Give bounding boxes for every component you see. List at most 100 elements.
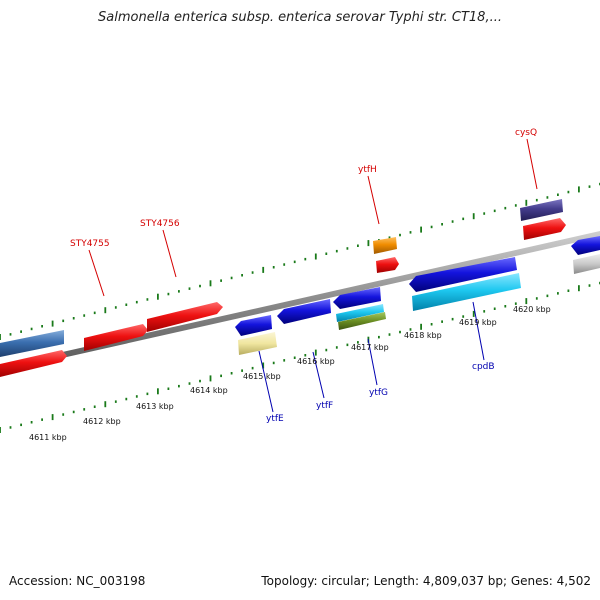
minor-tick — [388, 333, 391, 336]
gene-feature-ytff — [277, 299, 331, 324]
minor-tick — [504, 206, 507, 210]
kbp-label: 4616 kbp — [297, 357, 335, 366]
major-tick — [578, 285, 580, 292]
minor-tick — [462, 217, 465, 221]
topology-label: Topology: circular; Length: 4,809,037 bp… — [261, 574, 591, 588]
major-tick — [525, 298, 528, 305]
minor-tick — [588, 185, 591, 188]
major-tick — [314, 349, 317, 356]
major-tick — [472, 310, 475, 317]
minor-tick — [72, 317, 75, 320]
connector-ytff — [312, 351, 325, 399]
minor-tick — [146, 298, 149, 301]
upper-tick-track — [0, 182, 600, 340]
major-tick — [420, 323, 422, 330]
gene-feature-cysq — [523, 218, 566, 240]
minor-tick — [230, 372, 233, 375]
connector-ytfg — [367, 338, 378, 386]
minor-tick — [304, 354, 307, 357]
minor-tick — [293, 356, 296, 359]
major-tick — [420, 226, 422, 233]
connector-sty4756 — [162, 229, 177, 278]
connector-ytfh — [367, 175, 380, 225]
minor-tick — [41, 418, 43, 421]
minor-tick — [41, 325, 43, 328]
minor-tick — [283, 263, 286, 266]
minor-tick — [451, 317, 454, 321]
minor-tick — [357, 244, 359, 247]
major-tick — [0, 427, 1, 433]
gene-feature-cpdb — [409, 257, 517, 292]
minor-tick — [114, 306, 117, 309]
major-tick — [209, 375, 212, 382]
major-tick — [157, 293, 159, 300]
minor-tick — [325, 252, 328, 255]
gene-feature-sty4755 — [84, 324, 148, 351]
gene-label-sty4756[interactable]: STY4756 — [140, 219, 180, 229]
kbp-label: 4620 kbp — [513, 305, 551, 314]
major-tick — [314, 253, 317, 260]
gene-label-cysq[interactable]: cysQ — [515, 128, 537, 138]
minor-tick — [220, 374, 222, 378]
gene-label-ytfg[interactable]: ytfG — [369, 388, 388, 398]
major-tick — [209, 280, 212, 287]
gene-feature-sty4756 — [147, 302, 223, 332]
minor-tick — [125, 303, 128, 306]
connector-ytfe — [258, 350, 274, 413]
gene-feature-right-blue — [571, 236, 600, 255]
minor-tick — [546, 294, 549, 298]
minor-tick — [409, 328, 412, 331]
minor-tick — [93, 405, 96, 408]
minor-tick — [325, 348, 328, 352]
minor-tick — [9, 333, 12, 336]
minor-tick — [93, 311, 96, 315]
minor-tick — [83, 314, 86, 317]
major-tick — [262, 362, 265, 369]
minor-tick — [178, 384, 180, 388]
kbp-label: 4614 kbp — [190, 386, 228, 395]
minor-tick — [335, 346, 338, 349]
minor-tick — [335, 249, 338, 253]
minor-tick — [230, 276, 233, 280]
major-tick — [51, 414, 54, 421]
minor-tick — [30, 421, 33, 424]
minor-tick — [220, 279, 222, 282]
minor-tick — [504, 305, 507, 308]
minor-tick — [493, 209, 496, 213]
minor-tick — [441, 223, 443, 226]
gene-label-ytfe[interactable]: ytfE — [266, 414, 284, 424]
minor-tick — [241, 274, 243, 277]
minor-tick — [399, 330, 401, 334]
major-tick — [157, 388, 159, 395]
minor-tick — [514, 204, 517, 207]
kbp-label: 4612 kbp — [83, 417, 121, 426]
gene-feature-right-gray — [573, 254, 600, 274]
lower-tick-track — [0, 281, 600, 433]
minor-tick — [567, 289, 570, 292]
minor-tick — [567, 190, 570, 194]
gene-feature-cysq-cap — [520, 199, 563, 221]
minor-tick — [167, 292, 170, 296]
minor-tick — [535, 198, 538, 202]
minor-tick — [546, 196, 549, 199]
minor-tick — [30, 327, 33, 331]
gene-label-sty4755[interactable]: STY4755 — [70, 239, 110, 249]
minor-tick — [283, 359, 286, 362]
kbp-label: 4615 kbp — [243, 372, 281, 381]
minor-tick — [535, 297, 538, 300]
minor-tick — [72, 410, 75, 414]
minor-tick — [125, 397, 128, 401]
minor-tick — [346, 343, 349, 347]
gene-label-cpdb[interactable]: cpdB — [472, 362, 495, 372]
gene-feature-ytfg-olive — [338, 312, 386, 330]
gene-feature-ytfg-cyan — [336, 304, 384, 322]
minor-tick — [199, 379, 201, 383]
gene-label-ytfh[interactable]: ytfH — [358, 165, 377, 175]
major-tick — [104, 401, 107, 408]
gene-feature-ytfe-track — [238, 332, 277, 355]
gene-label-ytff[interactable]: ytfF — [316, 401, 333, 411]
minor-tick — [483, 212, 486, 215]
minor-tick — [272, 266, 275, 269]
